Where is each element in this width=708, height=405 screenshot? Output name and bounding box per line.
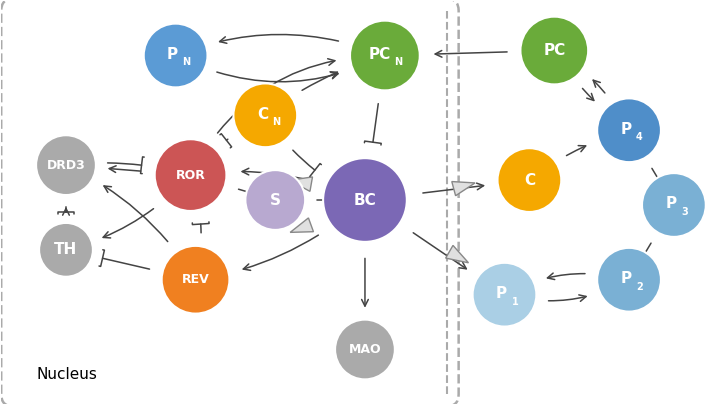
FancyBboxPatch shape (1, 0, 459, 405)
Text: TH: TH (55, 242, 78, 257)
Circle shape (39, 223, 93, 277)
Text: DRD3: DRD3 (47, 159, 86, 172)
Circle shape (498, 148, 561, 212)
Circle shape (323, 158, 407, 242)
Text: P: P (496, 286, 507, 301)
Text: N: N (183, 58, 190, 68)
Circle shape (642, 173, 706, 237)
Text: P: P (620, 271, 632, 286)
Circle shape (36, 135, 96, 195)
Text: PC: PC (369, 47, 391, 62)
Polygon shape (445, 245, 469, 263)
Circle shape (335, 320, 395, 379)
Text: REV: REV (182, 273, 210, 286)
Text: N: N (273, 117, 280, 127)
Text: 2: 2 (636, 282, 643, 292)
Circle shape (520, 17, 588, 84)
Polygon shape (290, 177, 312, 191)
Text: C: C (524, 173, 535, 188)
Text: Nucleus: Nucleus (36, 367, 97, 382)
Circle shape (350, 21, 420, 90)
Circle shape (144, 23, 207, 87)
Text: P: P (666, 196, 676, 211)
Circle shape (246, 170, 305, 230)
Circle shape (161, 246, 229, 313)
Circle shape (234, 83, 297, 147)
Text: MAO: MAO (348, 343, 382, 356)
Polygon shape (290, 218, 314, 232)
Text: BC: BC (353, 192, 377, 207)
Text: ROR: ROR (176, 168, 205, 181)
Text: C: C (257, 107, 268, 122)
Text: P: P (167, 47, 178, 62)
Text: N: N (394, 58, 402, 68)
Circle shape (473, 263, 537, 326)
Text: 4: 4 (636, 132, 643, 142)
Text: 1: 1 (511, 296, 518, 307)
Circle shape (154, 139, 227, 211)
Circle shape (597, 98, 661, 162)
Polygon shape (452, 181, 475, 196)
Text: S: S (270, 192, 281, 207)
Text: 3: 3 (681, 207, 687, 217)
Circle shape (597, 248, 661, 311)
Text: PC: PC (543, 43, 566, 58)
Text: P: P (620, 122, 632, 137)
